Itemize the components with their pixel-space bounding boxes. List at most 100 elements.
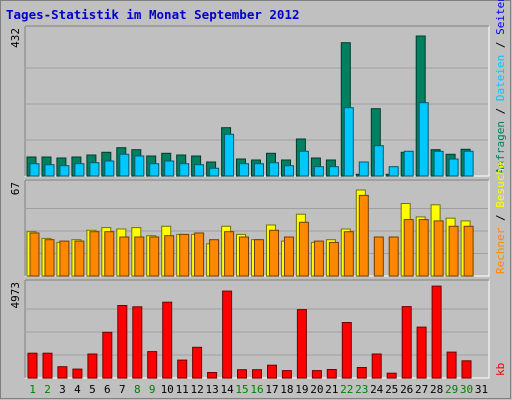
bar-dateien-day-12	[194, 164, 205, 177]
series-legend-label: Anfragen / Dateien / Seiten	[494, 0, 507, 174]
bar-rechner-day-3	[59, 240, 70, 277]
legend-part: Besuche	[494, 161, 507, 207]
bar-dateien-day-11	[179, 163, 190, 177]
legend-part: /	[494, 208, 507, 228]
bar-rechner-day-20	[313, 240, 324, 277]
bar-dateien-day-16	[254, 163, 264, 177]
bar-dateien-day-10	[164, 160, 175, 177]
bar-kb-day-3	[57, 366, 68, 379]
legend-part: kb	[494, 363, 507, 376]
bar-dateien-day-9	[149, 163, 160, 177]
x-tick-label-day-4: 4	[74, 383, 81, 396]
x-tick-label-day-8: 8	[134, 383, 141, 396]
bar-dateien-day-14	[224, 133, 235, 177]
bar-rechner-day-10	[164, 235, 175, 277]
x-tick-label-day-20: 20	[310, 383, 323, 396]
series-legend-label: Rechner / Besuche	[494, 161, 507, 274]
bar-dateien-day-18	[284, 165, 294, 177]
x-tick-label-day-17: 17	[265, 383, 278, 396]
bar-dateien-day-2	[44, 164, 55, 177]
bar-rechner-day-6	[104, 231, 115, 277]
bar-dateien-day-8	[134, 155, 145, 177]
bar-kb-day-22	[341, 322, 352, 379]
x-tick-label-day-16: 16	[250, 383, 263, 396]
bar-dateien-day-27	[418, 102, 429, 177]
legend-part: Seiten	[494, 0, 507, 35]
bar-rechner-day-21	[328, 241, 339, 277]
bar-kb-day-11	[177, 359, 188, 379]
bar-rechner-day-27	[418, 219, 429, 277]
x-axis-day-labels: 1 2 3 4 5 6 7 8 9 10 11 12 13 14 15 16 17 18 19 20 21 22 23 24 2…	[29, 383, 488, 396]
legend-part: /	[494, 35, 507, 55]
x-tick-label-day-29: 29	[445, 383, 458, 396]
bar-kb-day-29	[446, 351, 457, 379]
series-dateien	[29, 102, 474, 177]
bar-kb-day-10	[162, 301, 173, 379]
bar-rechner-day-12	[194, 232, 205, 277]
bar-dateien-day-22	[343, 107, 354, 177]
bar-dateien-day-24	[373, 145, 384, 177]
bar-kb-day-26	[401, 306, 412, 379]
bar-kb-day-9	[147, 351, 158, 379]
bar-kb-day-27	[416, 326, 427, 379]
legend-part: Rechner	[494, 227, 507, 274]
x-tick-label-day-23: 23	[355, 383, 368, 396]
bar-kb-day-13	[207, 372, 218, 379]
x-tick-label-day-28: 28	[430, 383, 443, 396]
bar-dateien-day-13	[209, 167, 220, 177]
x-tick-label-day-12: 12	[190, 383, 203, 396]
x-tick-label-day-11: 11	[176, 383, 189, 396]
bar-rechner-day-22	[343, 231, 354, 277]
chart-panels: 432 Anfragen / Dateien / Seiten 67 Rechner …	[9, 0, 507, 379]
x-tick-label-day-25: 25	[385, 383, 398, 396]
bar-kb-day-7	[117, 305, 128, 379]
bar-rechner-day-25	[388, 236, 399, 277]
bar-kb-day-23	[356, 367, 367, 379]
panel-kb: 4973 kb	[9, 279, 507, 379]
bar-rechner-day-8	[134, 236, 145, 277]
x-tick-label-day-13: 13	[205, 383, 218, 396]
x-tick-label-day-9: 9	[149, 383, 156, 396]
bar-rechner-day-5	[89, 231, 100, 277]
bar-rechner-day-13	[209, 239, 220, 277]
bar-dateien-day-30	[463, 150, 474, 177]
bar-rechner-day-19	[298, 221, 309, 277]
bar-rechner-day-16	[254, 239, 264, 277]
x-tick-label-day-6: 6	[104, 383, 111, 396]
x-tick-label-day-7: 7	[119, 383, 126, 396]
x-tick-label-day-1: 1	[29, 383, 36, 396]
bar-kb-day-19	[296, 309, 307, 379]
x-tick-label-day-31: 31	[475, 383, 488, 396]
bar-kb-day-18	[281, 370, 292, 379]
bar-rechner-day-1	[29, 232, 40, 277]
bar-kb-day-16	[252, 369, 262, 379]
x-tick-label-day-27: 27	[415, 383, 428, 396]
bar-dateien-day-15	[239, 163, 249, 177]
bar-kb-day-17	[267, 364, 277, 379]
bar-dateien-day-5	[89, 162, 100, 177]
bar-rechner-day-29	[448, 225, 459, 277]
x-tick-label-day-18: 18	[280, 383, 293, 396]
bar-rechner-day-18	[284, 236, 294, 277]
x-tick-label-day-5: 5	[89, 383, 96, 396]
x-tick-label-day-21: 21	[325, 383, 338, 396]
bar-dateien-day-28	[433, 150, 444, 177]
x-tick-label-day-22: 22	[340, 383, 353, 396]
x-tick-label-day-19: 19	[295, 383, 308, 396]
bar-kb-day-6	[102, 331, 113, 379]
x-tick-label-day-15: 15	[235, 383, 248, 396]
bar-rechner-day-15	[239, 236, 249, 277]
bar-kb-day-24	[371, 353, 382, 379]
x-tick-label-day-14: 14	[220, 383, 234, 396]
legend-part: /	[494, 101, 507, 121]
x-tick-label-day-26: 26	[400, 383, 413, 396]
bar-kb-day-14	[222, 290, 233, 379]
bar-rechner-day-26	[403, 219, 414, 277]
bar-dateien-day-21	[328, 166, 339, 177]
y-axis-max-label: 4973	[9, 282, 22, 309]
bar-dateien-day-19	[298, 150, 309, 177]
bar-rechner-day-24	[373, 236, 384, 277]
x-tick-label-day-24: 24	[370, 383, 384, 396]
panel-hits: 432 Anfragen / Dateien / Seiten	[9, 0, 507, 177]
x-tick-label-day-2: 2	[44, 383, 51, 396]
